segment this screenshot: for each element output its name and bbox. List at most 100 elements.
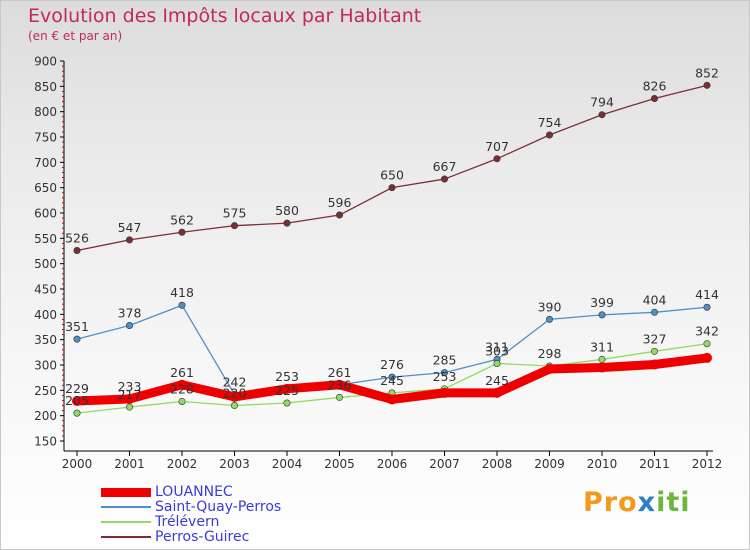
data-point	[282, 383, 292, 394]
data-label: 399	[590, 295, 614, 310]
data-label: 245	[485, 373, 509, 388]
data-label: 342	[695, 324, 719, 339]
brand-part-1: Pro	[583, 487, 638, 518]
x-tick-label: 2003	[219, 457, 250, 471]
data-label: 707	[485, 139, 509, 154]
data-point	[126, 403, 134, 411]
y-tick-label: 450	[34, 283, 57, 297]
data-point	[334, 379, 345, 390]
data-point	[388, 373, 396, 381]
data-label: 311	[590, 339, 614, 354]
data-point	[73, 409, 81, 417]
x-tick-label: 2010	[587, 457, 618, 471]
data-label: 228	[170, 381, 194, 396]
data-point	[178, 397, 186, 405]
data-label: 826	[643, 78, 667, 93]
data-point	[650, 308, 658, 316]
data-point	[544, 364, 555, 375]
data-point	[702, 352, 712, 363]
data-point	[703, 340, 711, 348]
data-point	[335, 211, 343, 219]
data-point	[598, 111, 606, 119]
data-label: 327	[643, 331, 667, 346]
x-tick-label: 2005	[324, 457, 355, 471]
data-point	[597, 362, 607, 373]
x-tick-label: 2009	[534, 457, 565, 471]
y-tick-label: 900	[34, 55, 57, 69]
data-label: 285	[433, 353, 457, 368]
data-label: 351	[65, 319, 89, 334]
legend-swatch	[101, 506, 151, 508]
data-label: 378	[118, 305, 142, 320]
x-tick-label: 2001	[114, 457, 145, 471]
x-tick-label: 2002	[167, 457, 198, 471]
y-tick-label: 550	[34, 232, 57, 246]
data-label: 236	[328, 377, 352, 392]
y-tick-label: 400	[34, 308, 57, 322]
data-label: 205	[65, 393, 89, 408]
data-label: 233	[118, 379, 142, 394]
data-label: 526	[65, 230, 89, 245]
legend-label: LOUANNEC	[155, 484, 233, 500]
x-tick-label: 2000	[62, 457, 93, 471]
y-tick-label: 200	[34, 409, 57, 423]
data-point	[178, 228, 186, 236]
data-point	[545, 315, 553, 323]
y-tick-label: 300	[34, 359, 57, 373]
data-point	[440, 369, 448, 377]
data-point	[387, 394, 397, 405]
data-label: 667	[433, 159, 457, 174]
data-label: 418	[170, 285, 194, 300]
data-label: 220	[223, 386, 247, 401]
y-tick-label: 750	[34, 131, 57, 145]
data-point	[439, 387, 450, 398]
data-label: 217	[118, 387, 142, 402]
data-point	[73, 335, 81, 343]
data-point	[73, 246, 81, 254]
y-tick-label: 350	[34, 333, 57, 347]
data-point	[388, 184, 396, 192]
legend-swatch	[101, 521, 151, 523]
x-tick-label: 2007	[429, 457, 460, 471]
data-label: 414	[695, 287, 719, 302]
data-label: 253	[433, 369, 457, 384]
legend-label: Trélévern	[155, 514, 220, 530]
data-label: 261	[170, 365, 194, 380]
data-point	[124, 393, 135, 404]
brand-part-2: x	[637, 487, 657, 518]
data-point	[545, 131, 553, 139]
data-point	[177, 379, 187, 390]
data-label: 754	[538, 115, 562, 130]
x-tick-label: 2006	[377, 457, 408, 471]
y-tick-label: 150	[34, 435, 57, 449]
data-point	[703, 303, 711, 311]
data-label: 261	[328, 365, 352, 380]
data-point	[649, 359, 660, 370]
data-label: 276	[380, 357, 404, 372]
data-point	[229, 391, 240, 402]
legend-label: Perros-Guirec	[155, 529, 250, 545]
y-tick-label: 500	[34, 257, 57, 271]
data-point	[703, 81, 711, 89]
data-point	[126, 321, 134, 329]
data-label: 242	[223, 374, 247, 389]
data-label: 580	[275, 203, 299, 218]
data-point	[231, 402, 239, 410]
y-tick-label: 250	[34, 384, 57, 398]
x-tick-label: 2012	[692, 457, 723, 471]
legend-swatch	[101, 536, 151, 538]
legend-swatch	[101, 487, 151, 497]
x-tick-label: 2011	[639, 457, 670, 471]
data-label: 245	[380, 373, 404, 388]
data-point	[335, 393, 343, 401]
data-point	[493, 155, 501, 163]
data-point	[493, 359, 501, 367]
data-label: 794	[590, 95, 614, 110]
data-point	[231, 222, 239, 230]
data-point	[283, 219, 291, 227]
y-tick-label: 650	[34, 181, 57, 195]
y-tick-label: 600	[34, 207, 57, 221]
data-label: 303	[485, 343, 509, 358]
data-label: 298	[538, 346, 562, 361]
